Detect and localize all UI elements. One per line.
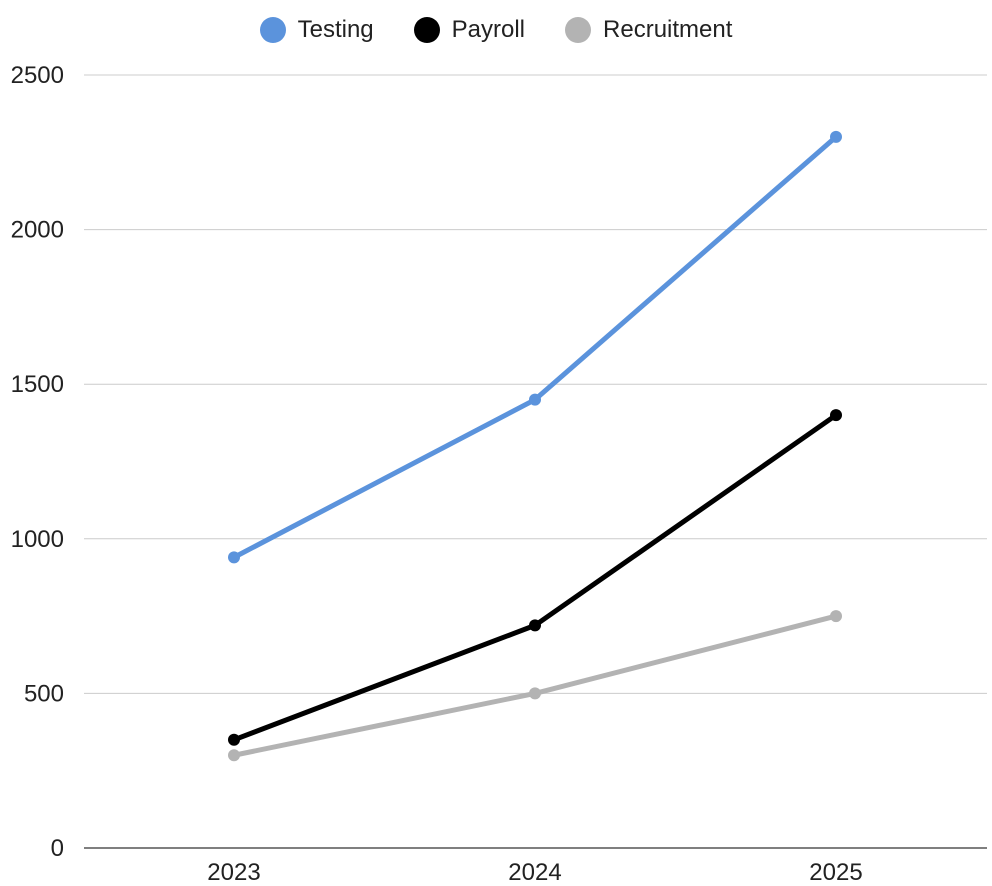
x-tick-label-2024: 2024 xyxy=(508,859,561,886)
series-line-testing xyxy=(232,134,838,560)
legend: Testing Payroll Recruitment xyxy=(0,10,992,50)
legend-label-recruitment: Recruitment xyxy=(603,16,733,43)
y-tick-label-0: 0 xyxy=(51,835,64,862)
legend-item-payroll[interactable]: Payroll xyxy=(413,16,526,44)
series-layer xyxy=(228,130,842,762)
series-testing xyxy=(228,130,842,564)
series-payroll xyxy=(228,409,842,746)
x-axis-ticks: 2023 2024 2025 xyxy=(207,859,862,886)
point-payroll-2024[interactable] xyxy=(529,619,541,632)
grid-lines xyxy=(84,74,987,849)
point-recruitment-2025[interactable] xyxy=(830,610,842,623)
y-tick-label-1500: 1500 xyxy=(11,371,64,398)
point-payroll-2025[interactable] xyxy=(830,409,842,422)
point-payroll-2023[interactable] xyxy=(228,733,240,746)
y-axis-ticks: 0 500 1000 1500 2000 2500 xyxy=(11,62,64,862)
legend-item-testing[interactable]: Testing xyxy=(259,16,374,44)
legend-label-payroll: Payroll xyxy=(451,16,526,43)
y-tick-label-500: 500 xyxy=(24,680,64,707)
point-recruitment-2024[interactable] xyxy=(529,687,541,700)
point-testing-2025[interactable] xyxy=(830,130,842,143)
legend-marker-payroll xyxy=(413,17,440,43)
legend-marker-recruitment xyxy=(565,17,592,43)
legend-item-recruitment[interactable]: Recruitment xyxy=(565,16,732,44)
series-line-recruitment xyxy=(233,613,837,758)
point-testing-2023[interactable] xyxy=(228,551,240,564)
y-tick-label-2500: 2500 xyxy=(11,62,64,89)
x-tick-label-2023: 2023 xyxy=(207,859,260,886)
y-tick-label-2000: 2000 xyxy=(11,217,64,244)
legend-marker-testing xyxy=(259,17,286,43)
legend-label-testing: Testing xyxy=(297,16,374,43)
point-testing-2024[interactable] xyxy=(529,393,541,406)
point-recruitment-2023[interactable] xyxy=(228,749,240,762)
series-recruitment xyxy=(228,610,842,762)
x-tick-label-2025: 2025 xyxy=(809,859,862,886)
y-tick-label-1000: 1000 xyxy=(11,526,64,553)
